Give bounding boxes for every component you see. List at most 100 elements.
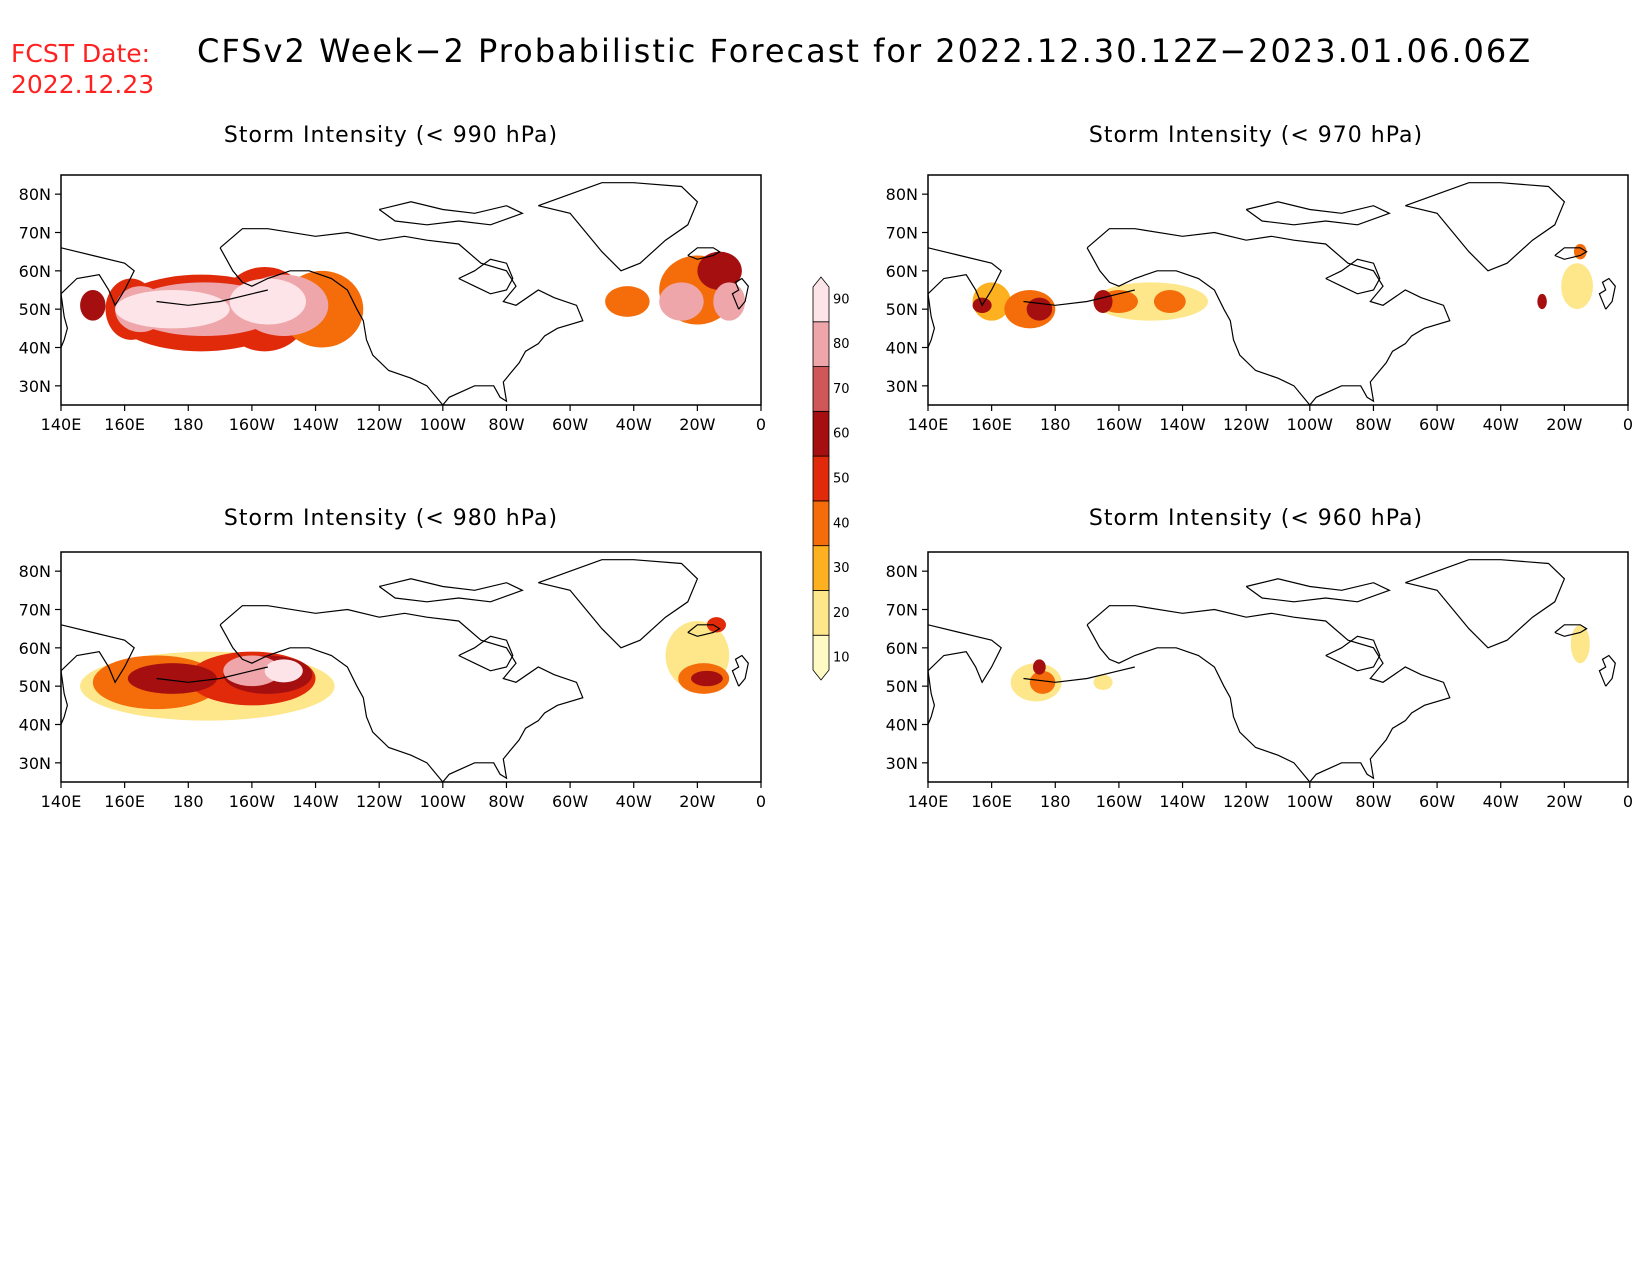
lat-tick-label: 30N bbox=[886, 377, 918, 396]
forecast-date-value: 2022.12.23 bbox=[11, 70, 155, 99]
colorbar-label: 80 bbox=[833, 337, 850, 352]
greenland-coastline bbox=[538, 182, 699, 272]
map-panel-1: 140E 160E 180 160W 140W 120W 100W 80W 60W 40W 20W 0… bbox=[886, 174, 1633, 434]
map-frame bbox=[60, 174, 762, 406]
colorbar-label: 50 bbox=[833, 472, 850, 487]
lon-tick-label: 0 bbox=[1623, 792, 1633, 811]
probability-blob bbox=[605, 286, 650, 317]
lat-tick-label: 50N bbox=[886, 300, 918, 319]
asia-coastline bbox=[61, 247, 135, 348]
colorbar-label: 20 bbox=[833, 606, 850, 621]
lon-tick-label: 100W bbox=[420, 415, 467, 434]
lon-tick-label: 0 bbox=[756, 792, 766, 811]
lon-tick-label: 160W bbox=[229, 415, 276, 434]
lon-tick-label: 0 bbox=[1623, 415, 1633, 434]
hudson-bay bbox=[458, 258, 514, 295]
lat-tick-label: 50N bbox=[19, 677, 51, 696]
map-frame bbox=[927, 174, 1629, 406]
lon-tick-label: 160E bbox=[104, 792, 145, 811]
probability-blob bbox=[691, 670, 723, 687]
probability-blob bbox=[229, 278, 306, 325]
lon-tick-label: 60W bbox=[552, 415, 588, 434]
lat-tick-label: 30N bbox=[19, 754, 51, 773]
greenland-coastline bbox=[538, 559, 699, 649]
lat-tick-label: 70N bbox=[886, 224, 918, 243]
lat-tick-label: 60N bbox=[886, 639, 918, 658]
europe-coastline bbox=[731, 277, 749, 310]
lon-tick-label: 120W bbox=[356, 415, 403, 434]
lon-tick-label: 180 bbox=[173, 792, 204, 811]
iceland-coastline bbox=[1554, 247, 1588, 260]
lon-tick-label: 40W bbox=[616, 415, 652, 434]
lat-tick-label: 50N bbox=[19, 300, 51, 319]
colorbar-label: 60 bbox=[833, 427, 850, 442]
hudson-bay bbox=[1325, 635, 1381, 672]
colorbar: 10 20 30 40 50 60 70 80 90 bbox=[812, 276, 850, 681]
map-frame bbox=[60, 551, 762, 783]
aleutian-chain bbox=[156, 666, 268, 683]
colorbar-swatch bbox=[812, 366, 830, 412]
lon-tick-label: 160E bbox=[104, 415, 145, 434]
lon-tick-label: 80W bbox=[1355, 415, 1391, 434]
europe-coastline bbox=[1598, 654, 1616, 687]
probability-blob bbox=[713, 282, 746, 321]
lon-tick-label: 40W bbox=[1483, 415, 1519, 434]
lon-tick-label: 140W bbox=[1159, 415, 1206, 434]
arctic-islands bbox=[1245, 201, 1391, 226]
lat-tick-label: 80N bbox=[886, 562, 918, 581]
colorbar-swatch bbox=[812, 321, 830, 367]
lat-tick-label: 50N bbox=[886, 677, 918, 696]
lon-tick-label: 80W bbox=[1355, 792, 1391, 811]
north-america-coastline bbox=[1086, 228, 1451, 405]
probability-blob bbox=[659, 282, 704, 321]
probability-blob bbox=[127, 663, 217, 694]
probability-blob bbox=[80, 290, 106, 321]
aleutian-chain bbox=[1023, 666, 1135, 683]
lon-tick-label: 180 bbox=[173, 415, 204, 434]
lon-tick-label: 0 bbox=[756, 415, 766, 434]
asia-coastline bbox=[61, 624, 135, 725]
lon-tick-label: 140W bbox=[1159, 792, 1206, 811]
iceland-coastline bbox=[687, 247, 721, 260]
colorbar-swatch bbox=[812, 590, 830, 636]
probability-blob bbox=[706, 617, 726, 633]
lat-tick-label: 80N bbox=[19, 562, 51, 581]
probability-blob bbox=[264, 659, 303, 683]
aleutian-chain bbox=[1023, 289, 1135, 306]
probability-blob bbox=[1093, 674, 1113, 690]
page-title: CFSv2 Week−2 Probabilistic Forecast for … bbox=[197, 32, 1533, 70]
lon-tick-label: 100W bbox=[1287, 415, 1334, 434]
europe-coastline bbox=[731, 654, 749, 687]
map-panel-2: 140E 160E 180 160W 140W 120W 100W 80W 60W 40W 20W 0… bbox=[19, 551, 766, 811]
lat-tick-label: 40N bbox=[19, 716, 51, 735]
probability-blob bbox=[1093, 290, 1113, 313]
arctic-islands bbox=[378, 201, 524, 226]
forecast-date-label: FCST Date: 2022.12.23 bbox=[11, 38, 154, 100]
lon-tick-label: 60W bbox=[552, 792, 588, 811]
arctic-islands bbox=[378, 578, 524, 603]
lon-tick-label: 100W bbox=[420, 792, 467, 811]
lon-tick-label: 120W bbox=[356, 792, 403, 811]
iceland-coastline bbox=[687, 624, 721, 637]
probability-blob bbox=[1029, 670, 1056, 694]
lon-tick-label: 40W bbox=[616, 792, 652, 811]
lon-tick-label: 160W bbox=[1096, 792, 1143, 811]
lon-tick-label: 140E bbox=[908, 792, 949, 811]
hudson-bay bbox=[458, 635, 514, 672]
lon-tick-label: 180 bbox=[1040, 792, 1071, 811]
lon-tick-label: 20W bbox=[1546, 415, 1582, 434]
lon-tick-label: 80W bbox=[488, 792, 524, 811]
colorbar-swatch bbox=[812, 276, 830, 323]
lon-tick-label: 60W bbox=[1419, 792, 1455, 811]
colorbar-label: 30 bbox=[833, 561, 850, 576]
probability-blob bbox=[1537, 293, 1547, 310]
lat-tick-label: 40N bbox=[886, 716, 918, 735]
probability-blob bbox=[697, 251, 742, 290]
colorbar-swatch bbox=[812, 500, 830, 547]
arctic-islands bbox=[1245, 578, 1391, 603]
lat-tick-label: 40N bbox=[19, 339, 51, 358]
lon-tick-label: 20W bbox=[679, 792, 715, 811]
colorbar-label: 90 bbox=[833, 292, 850, 307]
lat-tick-label: 60N bbox=[19, 262, 51, 281]
